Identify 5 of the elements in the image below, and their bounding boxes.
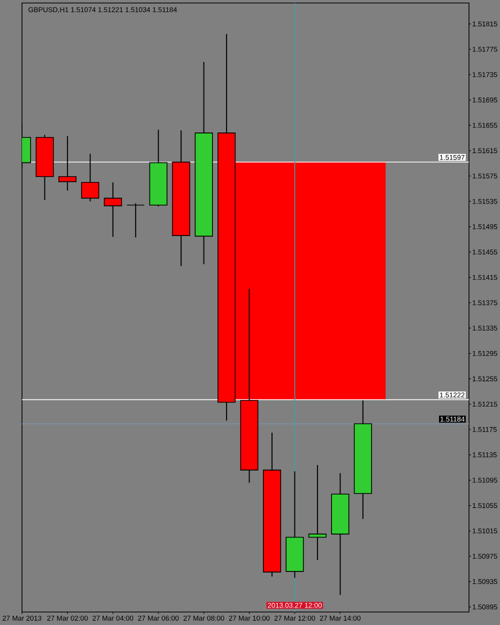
candlestick <box>81 153 100 202</box>
candlestick <box>126 202 145 238</box>
candlestick <box>58 136 76 192</box>
candlestick <box>308 464 327 561</box>
candlestick <box>104 182 122 238</box>
